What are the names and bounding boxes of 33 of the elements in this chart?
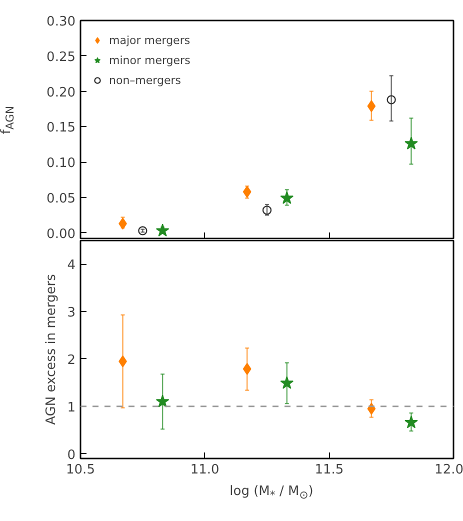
y-tick-label: 0.15 bbox=[46, 120, 76, 136]
x-tick-label: 12.0 bbox=[434, 462, 463, 478]
y-tick-label: 0.20 bbox=[46, 85, 76, 100]
y-axis-title: AGN excess in mergers bbox=[44, 274, 60, 425]
point bbox=[262, 206, 272, 215]
x-axis-title: log (M$_{*}$ / M$_{⊙}$) bbox=[230, 483, 314, 504]
point bbox=[386, 95, 396, 104]
x-tick-label: 11.0 bbox=[190, 462, 220, 478]
point bbox=[280, 376, 294, 389]
y-tick-label: 0 bbox=[67, 448, 76, 463]
legend-label: major mergers bbox=[109, 34, 190, 46]
y-tick-label: 0.25 bbox=[46, 50, 76, 65]
point bbox=[138, 226, 148, 236]
y-tick-label: 4 bbox=[67, 258, 76, 274]
point bbox=[280, 191, 294, 204]
x-tick-label: 10.5 bbox=[66, 462, 95, 478]
point bbox=[404, 415, 418, 428]
point bbox=[156, 224, 170, 236]
point bbox=[404, 136, 418, 150]
point bbox=[156, 394, 170, 408]
y-tick-label: 3 bbox=[67, 306, 76, 321]
point bbox=[367, 100, 376, 112]
y-tick-label: 0.30 bbox=[46, 14, 76, 30]
point bbox=[242, 362, 252, 375]
x-tick-label: 11.5 bbox=[314, 462, 344, 478]
y-tick-label: 2 bbox=[67, 352, 76, 368]
y-tick-label: 1 bbox=[67, 400, 76, 416]
legend-label: minor mergers bbox=[109, 54, 190, 66]
y-tick-label: 0.10 bbox=[46, 156, 76, 172]
point bbox=[242, 186, 252, 198]
legend-label: non–mergers bbox=[109, 74, 181, 86]
y-tick-label: 0.05 bbox=[46, 191, 76, 206]
y-tick-label: 0.00 bbox=[46, 226, 76, 242]
